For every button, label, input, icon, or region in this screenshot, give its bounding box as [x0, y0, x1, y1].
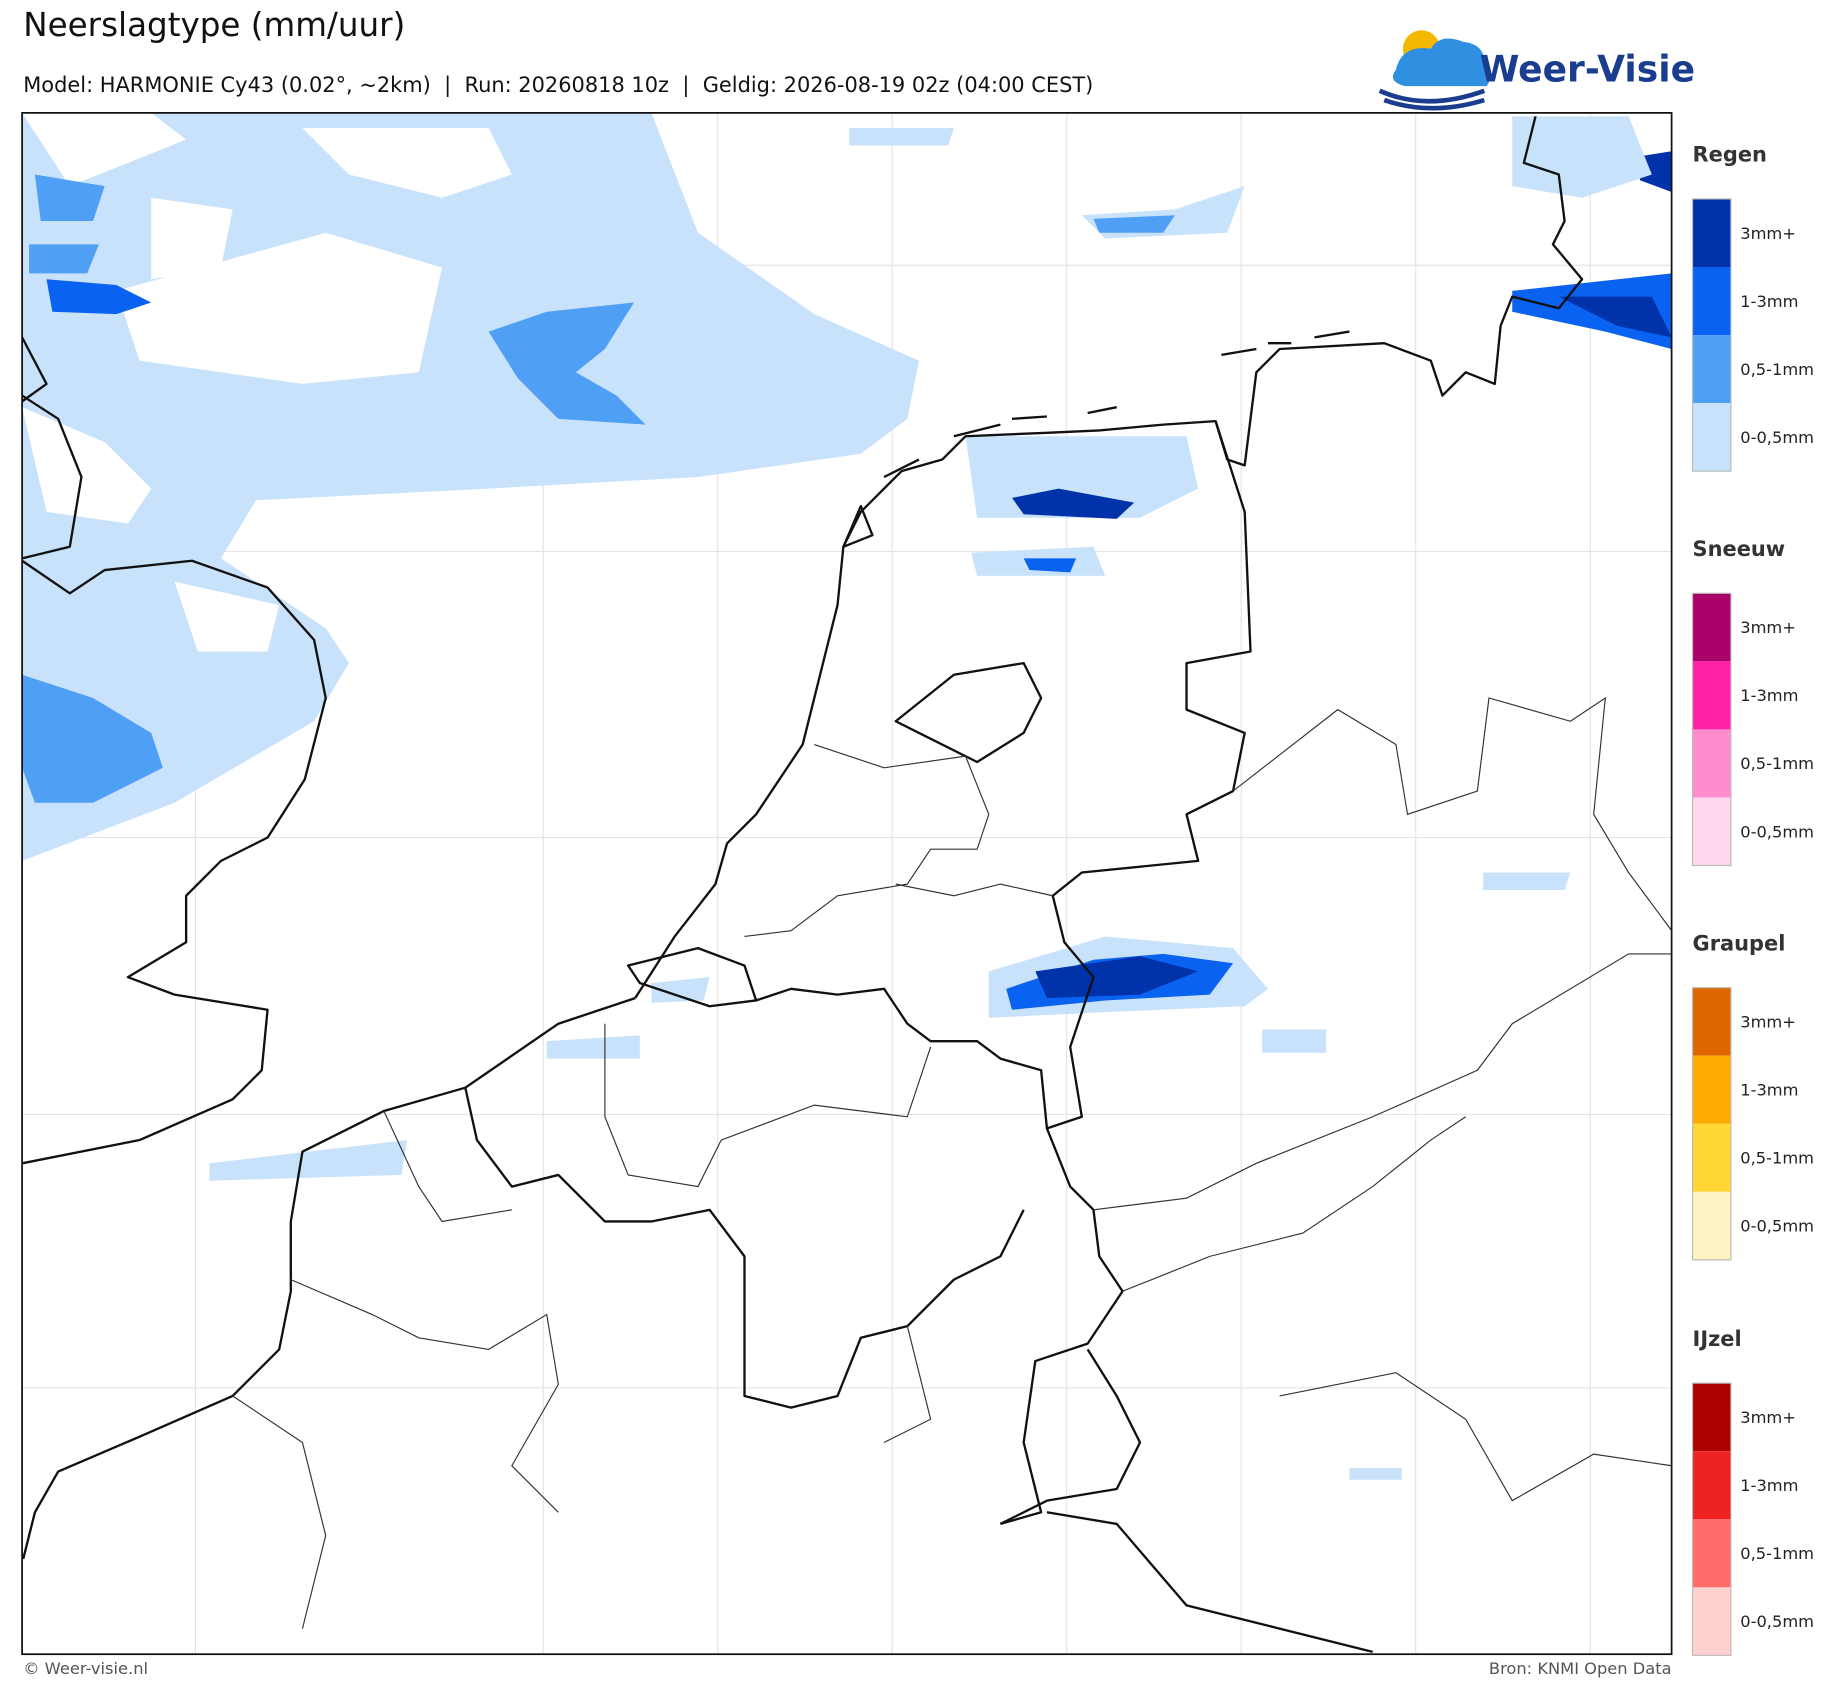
country-border	[464, 1087, 1025, 1409]
logo: Weer-Visie	[1378, 30, 1695, 111]
legend-bar-frame	[1691, 198, 1732, 472]
dry-area	[302, 128, 512, 198]
logo-waves	[1378, 88, 1486, 111]
footer-right: Bron: KNMI Open Data	[1489, 1659, 1672, 1678]
legend-swatch	[1692, 1055, 1731, 1124]
map-frame	[21, 112, 1673, 1656]
legend-label: 3mm+	[1740, 1012, 1796, 1031]
legend-label: 0,5-1mm	[1740, 754, 1814, 773]
region-border	[232, 696, 1673, 1629]
legend-swatch	[1692, 403, 1731, 472]
legend-swatch	[1692, 267, 1731, 336]
footer-left: © Weer-visie.nl	[23, 1659, 148, 1678]
coastline	[21, 559, 327, 1165]
legend-title: Sneeuw	[1693, 537, 1786, 561]
dry-area	[116, 232, 443, 384]
logo-text: Weer-Visie	[1480, 48, 1695, 90]
rain-area	[1012, 488, 1135, 519]
rain-area	[488, 302, 646, 425]
wadden-islands	[842, 330, 1350, 548]
rain-area	[22, 674, 163, 803]
rain-area	[209, 1140, 408, 1181]
legend-swatch	[1692, 1519, 1731, 1588]
dry-area	[22, 407, 152, 524]
legend-label: 0,5-1mm	[1740, 1149, 1814, 1168]
legend-swatch	[1692, 335, 1731, 404]
legend: Regen 3mm+ 1-3mm 0,5-1mm 0-0,5mm Sneeuw 3mm+ 1-…	[1691, 143, 1814, 1656]
legend-label: 1-3mm	[1740, 1476, 1798, 1495]
country-border	[1000, 420, 1252, 1526]
legend-swatch	[1692, 1587, 1731, 1656]
legend-label: 1-3mm	[1740, 686, 1798, 705]
legend-swatch	[1692, 729, 1731, 798]
rain-area	[1093, 215, 1175, 233]
map	[21, 112, 1673, 1656]
country-border	[755, 987, 1049, 1129]
legend-title: Regen	[1693, 143, 1767, 167]
legend-label: 3mm+	[1740, 1408, 1796, 1427]
subtitle: Model: HARMONIE Cy43 (0.02°, ~2km) | Run…	[23, 73, 1093, 98]
legend-swatch	[1692, 1123, 1731, 1192]
rain-area	[29, 174, 105, 274]
coastline	[21, 336, 83, 560]
legend-swatch	[1692, 1451, 1731, 1520]
legend-label: 1-3mm	[1740, 292, 1798, 311]
country-border	[999, 1348, 1373, 1654]
legend-bar-frame	[1691, 1382, 1732, 1656]
legend-label: 0,5-1mm	[1740, 360, 1814, 379]
legend-swatch	[1692, 797, 1731, 866]
rain-area	[1035, 956, 1199, 999]
lake	[894, 661, 1043, 764]
legend-bar-frame	[1691, 592, 1732, 867]
legend-swatch	[1692, 593, 1731, 662]
legend-label: 0-0,5mm	[1740, 1217, 1814, 1236]
rain-area	[1558, 296, 1672, 338]
legend-label: 1-3mm	[1740, 1081, 1798, 1100]
dry-area	[22, 112, 187, 187]
legend-bar-frame	[1691, 987, 1732, 1261]
legend-label: 3mm+	[1740, 618, 1796, 637]
legend-swatch	[1692, 987, 1731, 1056]
rain-area	[46, 279, 152, 315]
logo-cloud	[1392, 38, 1491, 87]
legend-label: 3mm+	[1740, 224, 1796, 243]
legend-title: IJzel	[1693, 1327, 1742, 1351]
legend-title: Graupel	[1693, 931, 1786, 955]
legend-label: 0-0,5mm	[1740, 428, 1814, 447]
borders	[232, 420, 1673, 1654]
rain-area	[1512, 116, 1652, 198]
dry-area	[151, 197, 233, 280]
legend-swatch	[1692, 1383, 1731, 1452]
dry-area	[174, 581, 280, 652]
rain-area	[546, 977, 710, 1059]
precipitation	[22, 112, 1672, 1480]
rain-area	[1023, 558, 1077, 573]
title: Neerslagtype (mm/uur)	[23, 6, 405, 44]
legend-label: 0-0,5mm	[1740, 822, 1814, 841]
legend-label: 0-0,5mm	[1740, 1612, 1814, 1631]
legend-swatch	[1692, 1191, 1731, 1260]
legend-swatch	[1692, 661, 1731, 730]
legend-label: 0,5-1mm	[1740, 1544, 1814, 1563]
legend-swatch	[1692, 198, 1731, 268]
